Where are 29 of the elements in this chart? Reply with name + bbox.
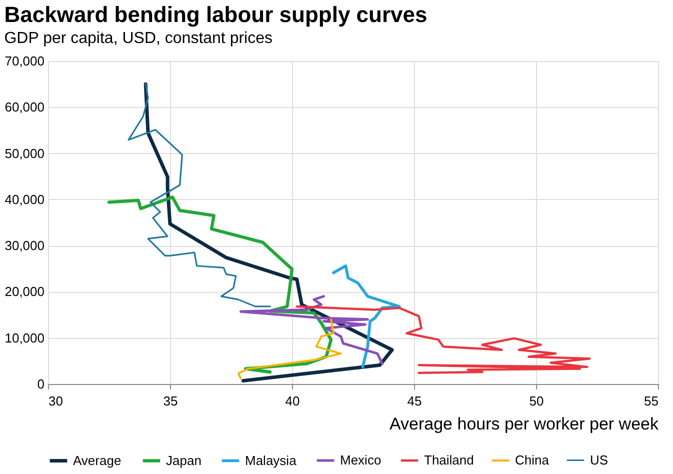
y-tick-label: 40,000: [4, 192, 44, 207]
legend-label: Average: [73, 452, 122, 468]
y-tick-label: 0: [37, 376, 44, 392]
legend-label: Japan: [166, 452, 202, 468]
legend-label: Mexico: [340, 452, 382, 468]
line-series: [332, 264, 401, 368]
x-tick-label: 30: [48, 394, 63, 408]
chart-subtitle: GDP per capita, USD, constant prices: [4, 30, 273, 47]
line-series: [128, 83, 271, 308]
line-series: [296, 305, 591, 374]
y-tick-label: 70,000: [4, 54, 44, 68]
legend-label: US: [590, 452, 608, 468]
y-tick-label: 60,000: [4, 100, 44, 115]
y-tick-label: 20,000: [4, 284, 44, 300]
line-series: [237, 318, 342, 380]
chart-title: Backward bending labour supply curves: [4, 2, 428, 27]
legend-label: Malaysia: [245, 452, 298, 468]
x-tick-label: 35: [163, 394, 178, 408]
y-tick-label: 50,000: [4, 146, 44, 161]
y-tick-label: 10,000: [4, 330, 44, 346]
legend-label: China: [515, 452, 550, 468]
y-tick-label: 30,000: [4, 238, 44, 254]
x-tick-label: 50: [529, 394, 544, 408]
x-axis-title: Average hours per worker per week: [390, 414, 659, 434]
line-series: [239, 295, 384, 365]
x-tick-label: 55: [644, 394, 658, 408]
x-tick-label: 40: [285, 394, 300, 408]
x-tick-label: 45: [407, 394, 422, 408]
legend-label: Thailand: [424, 452, 474, 468]
